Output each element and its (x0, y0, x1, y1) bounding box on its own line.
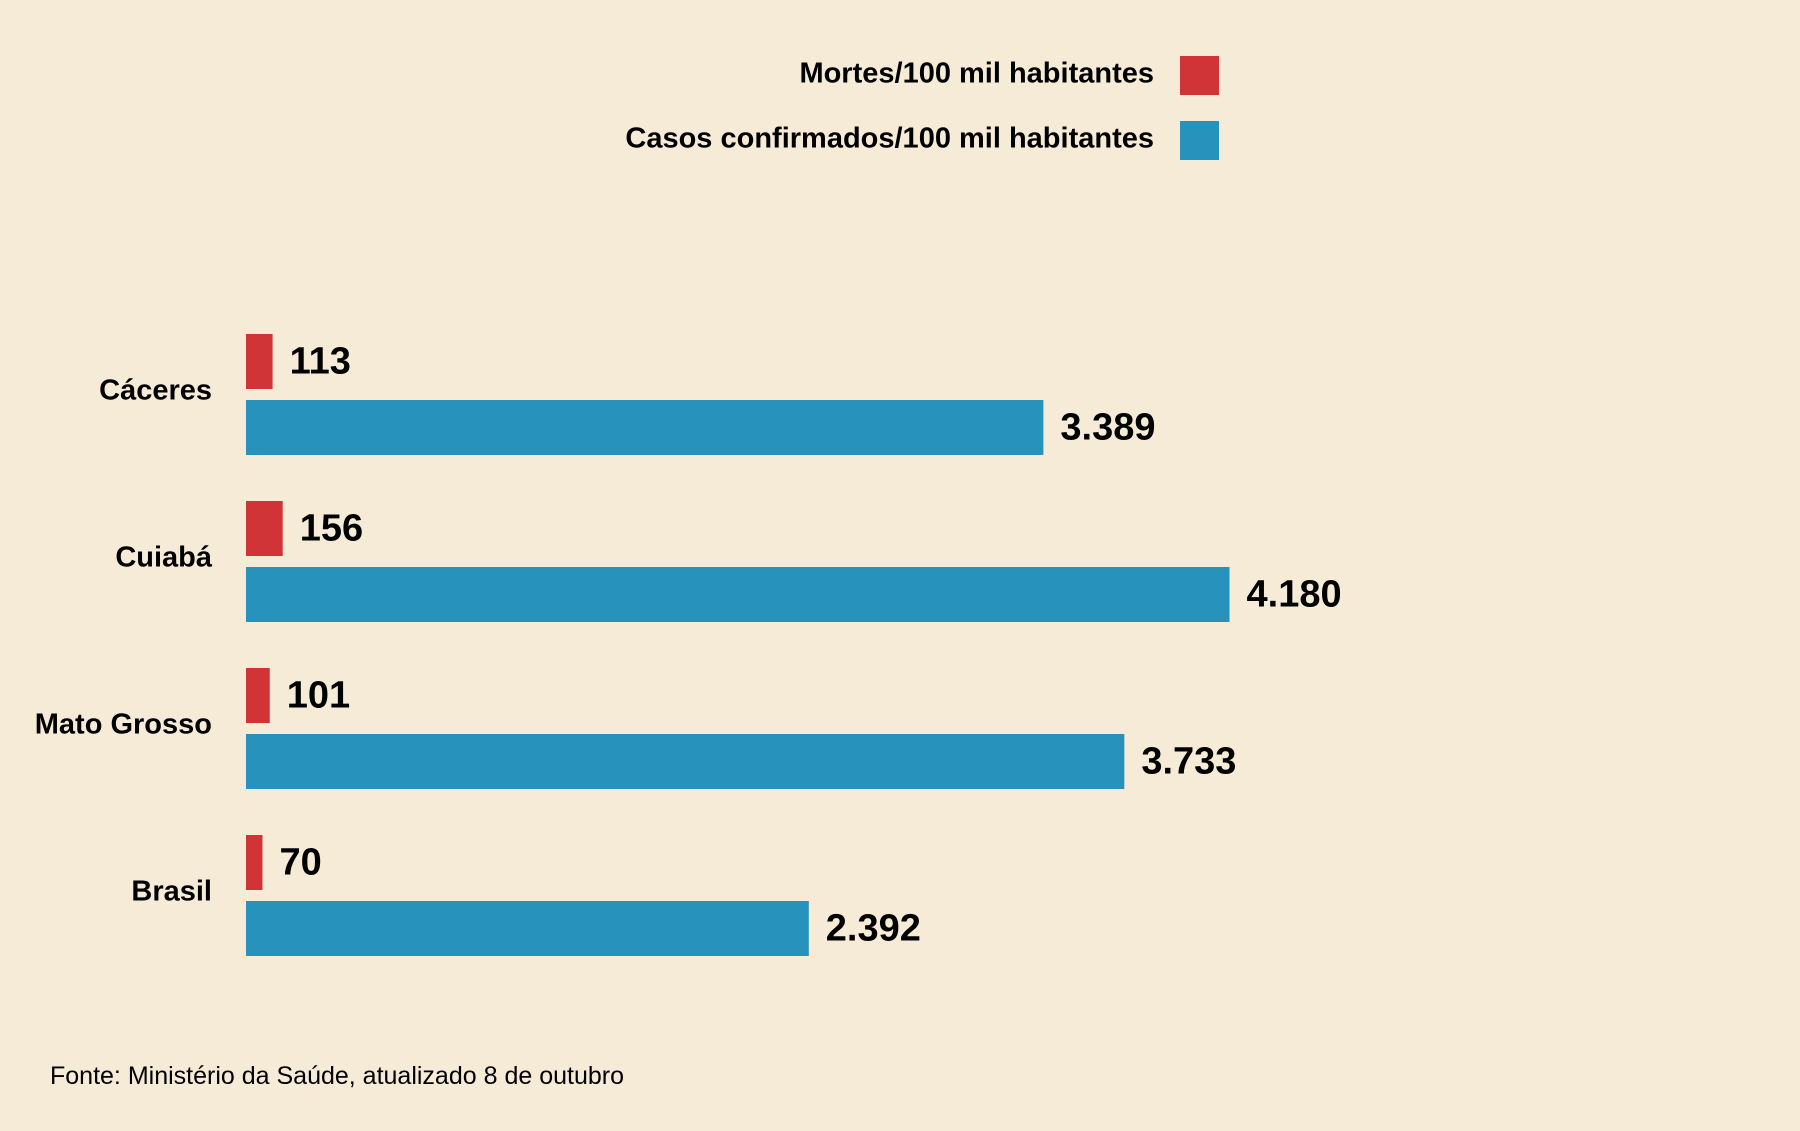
bar (246, 567, 1230, 622)
bar (246, 835, 263, 890)
bar (246, 901, 809, 956)
data-label: 2.392 (826, 908, 921, 950)
legend-swatch (1180, 121, 1219, 160)
bar (246, 334, 273, 389)
bar (246, 734, 1125, 789)
data-label: 3.733 (1141, 741, 1236, 783)
bar (246, 668, 270, 723)
legend-swatch (1180, 56, 1219, 95)
category-label: Cáceres (99, 375, 212, 407)
category-label: Cuiabá (115, 542, 213, 574)
data-label: 3.389 (1060, 407, 1155, 449)
data-label: 4.180 (1247, 574, 1342, 616)
data-label: 156 (300, 508, 363, 550)
category-label: Mato Grosso (35, 709, 212, 741)
legend-label: Mortes/100 mil habitantes (799, 58, 1154, 90)
data-label: 70 (279, 842, 321, 884)
legend-label: Casos confirmados/100 mil habitantes (625, 123, 1154, 155)
source-note: Fonte: Ministério da Saúde, atualizado 8… (50, 1062, 624, 1090)
category-label: Brasil (131, 876, 212, 908)
bar (246, 501, 283, 556)
data-label: 113 (290, 341, 351, 383)
data-label: 101 (287, 675, 350, 717)
bar (246, 400, 1044, 455)
